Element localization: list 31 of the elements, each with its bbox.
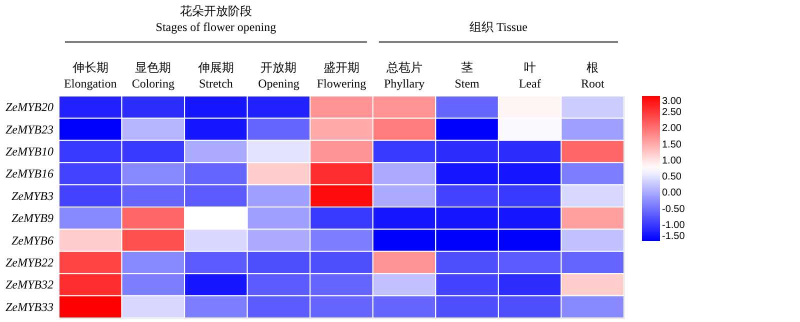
y-tick-label: ZeMYB3	[12, 188, 54, 203]
x-tick-label: 茎 Stem	[454, 60, 480, 90]
y-tick-label: ZeMYB23	[6, 122, 54, 136]
color-bar-label: 2.50	[662, 107, 682, 118]
color-bar-label: 1.50	[662, 139, 682, 150]
color-bar-label: 1.00	[662, 155, 682, 166]
y-tick-label: ZeMYB20	[6, 100, 54, 114]
color-bar-label: 0.00	[662, 188, 682, 199]
y-tick-label: ZeMYB32	[6, 278, 54, 292]
y-tick-label: ZeMYB10	[6, 144, 54, 158]
x-tick-label: 伸展期 Stretch	[196, 60, 234, 90]
y-tick-label: ZeMYB6	[12, 233, 54, 248]
color-bar-label: -1.00	[662, 220, 686, 231]
y-tick-label: ZeMYB33	[6, 300, 54, 314]
color-bar-label: 2.00	[662, 123, 682, 134]
x-tick-label: 根 Root	[580, 60, 605, 90]
x-tick-label: 伸长期 Elongation	[64, 60, 117, 90]
y-tick-label: ZeMYB9	[12, 211, 54, 226]
text: 组织 Tissue	[469, 20, 528, 34]
x-tick-label: 总苞片 Phyllary	[384, 60, 425, 90]
color-bar-label: 3.00	[662, 96, 682, 107]
color-bar-label: -0.50	[662, 204, 686, 215]
x-tick-label: 开放期 Opening	[258, 60, 300, 90]
x-tick-label: 叶 Leaf	[518, 60, 541, 90]
color-bar-label: -1.50	[662, 231, 686, 242]
y-tick-label: ZeMYB16	[6, 166, 54, 181]
y-tick-label: ZeMYB22	[6, 256, 54, 270]
x-tick-label: 盛开期 Flowering	[316, 60, 366, 90]
text: 花朵开放阶段 Stages of flower opening	[156, 4, 276, 34]
color-bar-label: 0.50	[662, 172, 682, 183]
x-tick-label: 显色期 Coloring	[132, 60, 175, 90]
